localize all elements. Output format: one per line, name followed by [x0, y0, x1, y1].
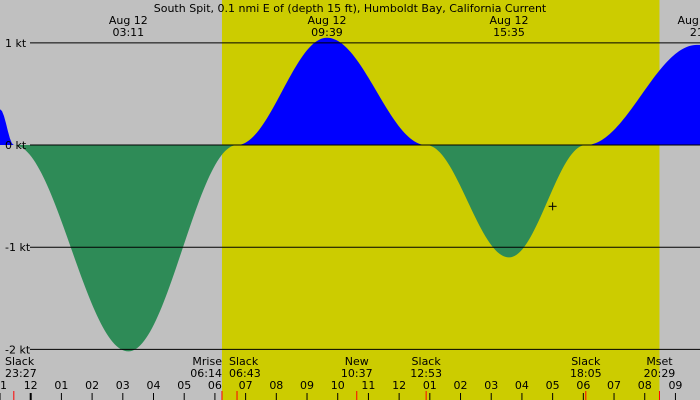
hour-tick-label: 01 [423, 379, 437, 392]
hour-tick-label: 07 [239, 379, 253, 392]
event-time-label: 18:05 [570, 367, 602, 380]
hour-tick-label: 05 [177, 379, 191, 392]
y-tick-label: 1 kt [5, 37, 27, 50]
y-tick-labels: 1 kt 0 kt -1 kt -2 kt [5, 37, 31, 356]
hour-tick-label: 02 [85, 379, 99, 392]
hour-tick-label: 06 [576, 379, 590, 392]
hour-tick-label: 08 [269, 379, 283, 392]
event-name-label: Slack [5, 355, 35, 368]
extreme-time-label: 09:39 [311, 26, 343, 39]
hour-tick-label: 04 [147, 379, 161, 392]
event-name-label: Mrise [192, 355, 222, 368]
ebb-current-area [0, 145, 700, 352]
hour-tick-label: 10 [331, 379, 345, 392]
event-name-label: Mset [646, 355, 673, 368]
y-tick-label: -1 kt [5, 241, 31, 254]
event-time-label: 23:27 [5, 367, 37, 380]
y-tick-label: 0 kt [5, 139, 27, 152]
hour-tick-label: 12 [24, 379, 38, 392]
event-time-label: 10:37 [341, 367, 373, 380]
hour-tick-label: 11 [0, 379, 7, 392]
extreme-date-label: Aug 12 [490, 14, 529, 27]
extreme-time-label: 03:11 [112, 26, 144, 39]
event-time-label: 20:29 [644, 367, 676, 380]
hour-tick-label: 08 [638, 379, 652, 392]
hour-tick-label: 03 [116, 379, 130, 392]
hour-tick-label: 09 [668, 379, 682, 392]
flood-current-area [0, 37, 700, 146]
hour-tick-label: 09 [300, 379, 314, 392]
extreme-time-label: 15:35 [493, 26, 525, 39]
extreme-date-label: Aug 12 [307, 14, 346, 27]
hour-tick-label: 05 [546, 379, 560, 392]
event-name-label: Slack [571, 355, 601, 368]
hour-tick-label: 03 [484, 379, 498, 392]
extreme-time-label: 21 [690, 26, 700, 39]
y-grid-lines [30, 42, 700, 350]
hour-tick-label: 11 [361, 379, 375, 392]
hour-tick-label: 01 [54, 379, 68, 392]
y-tick-label: -2 kt [5, 343, 31, 356]
extreme-date-label: Aug 12 [109, 14, 148, 27]
hour-tick-label: 12 [392, 379, 406, 392]
event-name-label: New [345, 355, 369, 368]
event-time-label: 06:43 [229, 367, 261, 380]
daylight-band [221, 0, 660, 400]
crosshair-cursor-icon [548, 202, 557, 211]
hour-tick-label: 06 [208, 379, 222, 392]
event-name-label: Slack [412, 355, 442, 368]
hour-axis: 11 12 01 02 03 04 05 06 07 08 09 10 11 12 01 02 03 04 05 06… [0, 379, 682, 400]
event-time-label: 06:14 [190, 367, 222, 380]
event-labels: Slack23:27Mrise06:14Slack06:43New10:37Sl… [5, 355, 675, 400]
event-time-label: 12:53 [410, 367, 442, 380]
hour-tick-label: 07 [607, 379, 621, 392]
hour-tick-label: 04 [515, 379, 529, 392]
event-name-label: Slack [229, 355, 259, 368]
extreme-date-label: Aug 12 [677, 14, 700, 27]
hour-tick-label: 02 [454, 379, 468, 392]
chart-title: South Spit, 0.1 nmi E of (depth 15 ft), … [154, 2, 547, 15]
